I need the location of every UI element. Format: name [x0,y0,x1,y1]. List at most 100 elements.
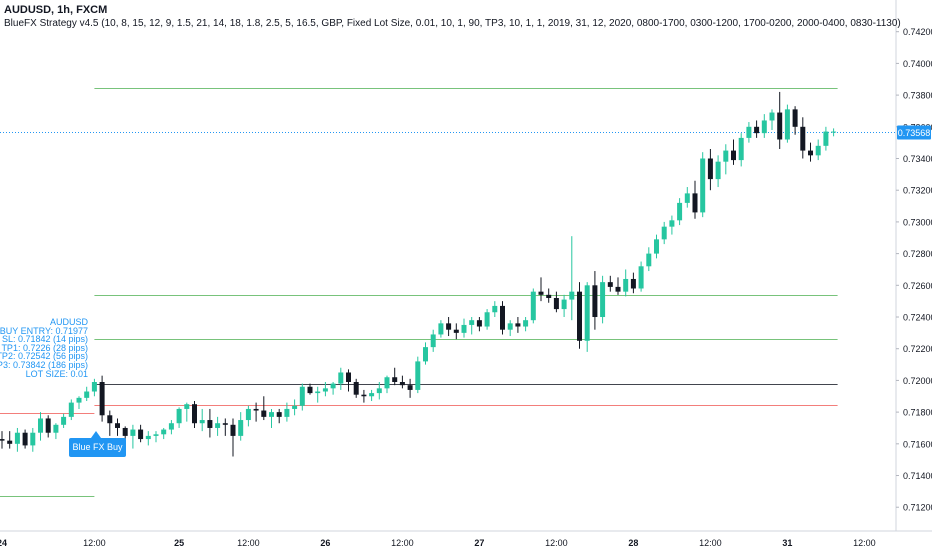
candle-body [769,112,775,121]
candle-body [315,391,321,394]
buy-signal-arrow-icon [91,431,101,438]
info-symbol: AUDUSD [49,317,88,327]
indicator-legend[interactable]: BlueFX Strategy v4.5 (10, 8, 15, 12, 9, … [4,18,901,29]
candle-body [461,324,467,333]
candle-body [269,412,274,417]
x-tick-label: 12:00 [391,538,414,548]
candle-body [276,412,282,417]
candle-body [222,423,228,425]
candle-body [800,126,806,151]
candle-body [492,305,498,313]
candle-body [76,397,82,403]
candle-body [238,420,244,436]
price-label-layer: 0.73568 [897,125,931,140]
x-tick-label: 12:00 [853,538,876,548]
candle-body [669,220,675,227]
x-tick-label: 12:00 [699,538,722,548]
candle-body [630,278,636,289]
candle-body [207,420,213,428]
candle-body [546,294,552,298]
candle-body [761,120,767,134]
candle-body [145,435,151,440]
candle-body [831,131,837,133]
y-tick-label: 0.74200 [903,27,932,37]
candle-body [707,158,713,180]
candle-body [230,424,236,436]
candle-body [607,282,613,287]
x-tick-label: 27 [474,538,484,548]
candle-body [784,109,790,140]
candle-body [45,418,51,433]
candle-body [107,415,113,424]
candle-body [84,391,90,398]
info-sl: SL: 0.71842 (14 pips) [1,334,88,345]
candle-body [0,439,5,441]
candle-body [199,420,205,424]
x-tick-label: 12:00 [83,538,106,548]
candle-body [792,109,798,127]
candle-body [176,408,182,424]
info-tp2: TP2: 0.72542 (56 pips) [0,351,88,362]
candle-body [338,372,344,384]
info-buy-entry: BUY ENTRY: 0.71977 [0,325,88,336]
candle-body [161,429,167,435]
x-tick-label: 25 [174,538,184,548]
candle-body [654,239,659,254]
candle-body [530,291,536,321]
candle-body [553,297,559,310]
candle-body [476,320,482,327]
candle-body [91,382,97,392]
candle-body [399,382,405,386]
candle-body [215,423,221,428]
candle-body [192,404,197,424]
candle-body [646,253,652,267]
candle-body [754,126,760,134]
x-tick-label: 12:00 [545,538,568,548]
candle-body [692,193,698,213]
candle-body [99,382,105,416]
candle-body [469,320,475,325]
candle-body [430,334,436,348]
candle-body [68,402,74,417]
candle-body [423,347,428,362]
candle-body [407,385,413,390]
candle-body [115,423,120,428]
candle-body [615,286,621,292]
trade-info-box: AUDUSD BUY ENTRY: 0.71977 SL: 0.71842 (1… [0,318,88,378]
candle-body [623,278,629,292]
candle-body [592,285,598,318]
candles-layer [0,91,837,457]
candle-body [723,150,729,162]
candle-body [584,285,590,341]
candle-body [453,329,459,333]
candle-body [446,323,452,330]
candle-body [153,434,159,436]
info-tp1: TP1: 0.7226 (28 pips) [1,342,88,353]
candle-body [677,202,683,221]
candle-body [415,361,421,390]
candle-body [700,158,706,213]
candle-body [484,312,490,327]
candle-body [577,291,582,341]
buy-signal-label[interactable]: Blue FX Buy [69,438,126,457]
candle-body [122,427,128,436]
candle-body [292,405,298,409]
candle-body [684,193,690,203]
candle-body [638,266,644,289]
candle-body [661,226,667,240]
candle-body [361,394,367,397]
x-tick-label: 31 [782,538,792,548]
candle-body [823,131,829,146]
